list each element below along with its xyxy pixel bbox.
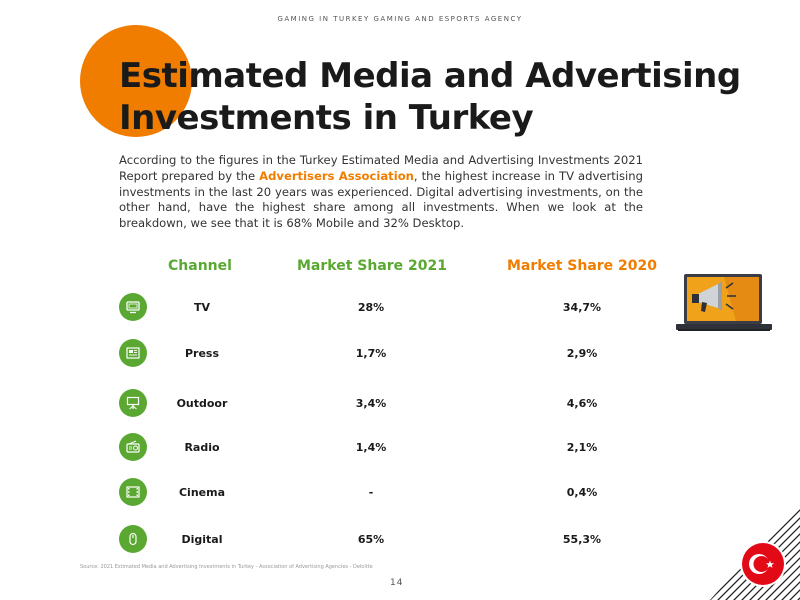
intro-highlight: Advertisers Association	[259, 168, 414, 183]
share-2020-value: 55,3%	[562, 533, 602, 546]
header-text: GAMING IN TURKEY GAMING AND ESPORTS AGEN…	[277, 15, 523, 23]
share-2021-value: 1,7%	[355, 347, 387, 360]
title-line-1: Estimated Media and Advertising	[119, 56, 741, 96]
channel-name: Digital	[181, 533, 223, 546]
share-2021-value: 1,4%	[355, 441, 387, 454]
turkey-flag-icon	[740, 541, 786, 587]
tv-icon	[119, 293, 147, 321]
share-2021-value: 28%	[357, 301, 385, 314]
intro-part-1: According to the figures in the Turkey E…	[119, 153, 643, 183]
table-row: Radio 1,4% 2,1%	[0, 433, 800, 461]
radio-icon	[119, 433, 147, 461]
table-row: TV 28% 34,7%	[0, 293, 800, 321]
table-row: Outdoor 3,4% 4,6%	[0, 389, 800, 417]
film-icon	[119, 478, 147, 506]
page-title: Estimated Media and Advertising Investme…	[119, 55, 779, 139]
intro-paragraph: According to the figures in the Turkey E…	[119, 153, 643, 232]
channel-name: Radio	[184, 441, 220, 454]
table-row: Press 1,7% 2,9%	[0, 339, 800, 367]
orange-circle-decoration	[80, 25, 192, 137]
share-2020-value: 34,7%	[562, 301, 602, 314]
newspaper-icon	[119, 339, 147, 367]
share-2020-value: 2,1%	[566, 441, 598, 454]
title-line-2: Investments in Turkey	[119, 98, 534, 138]
channel-name: TV	[193, 301, 211, 314]
table-row: Cinema - 0,4%	[0, 478, 800, 506]
source-note: Source: 2021 Estimated Media and Adverti…	[80, 564, 373, 570]
billboard-icon	[119, 389, 147, 417]
page-number: 14	[390, 578, 404, 588]
share-2021-value: -	[368, 486, 374, 499]
share-2020-value: 2,9%	[566, 347, 598, 360]
channel-name: Press	[184, 347, 220, 360]
mouse-icon	[119, 525, 147, 553]
column-header-share-2020: Market Share 2020	[507, 258, 658, 274]
share-2020-value: 0,4%	[566, 486, 598, 499]
share-2021-value: 3,4%	[355, 397, 387, 410]
column-header-share-2021: Market Share 2021	[297, 258, 448, 274]
column-header-channel: Channel	[168, 258, 232, 274]
channel-name: Cinema	[178, 486, 226, 499]
intro-part-2: , the highest increase in TV advertising…	[119, 168, 643, 231]
share-2020-value: 4,6%	[566, 397, 598, 410]
laptop-megaphone-illustration	[676, 274, 772, 331]
share-2021-value: 65%	[357, 533, 385, 546]
channel-name: Outdoor	[176, 397, 228, 410]
table-row: Digital 65% 55,3%	[0, 525, 800, 553]
